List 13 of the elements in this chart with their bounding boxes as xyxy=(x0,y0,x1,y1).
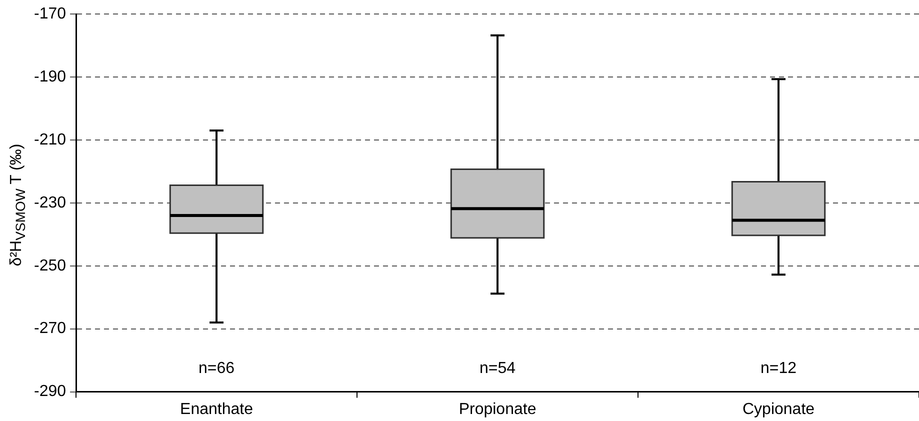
y-tick-label: -270 xyxy=(34,320,66,338)
x-tick-label: Enanthate xyxy=(180,400,254,418)
y-tick-label: -190 xyxy=(34,68,66,86)
annotation: n=12 xyxy=(760,360,797,377)
y-tick-label: -210 xyxy=(34,131,66,148)
y-tick-label: -250 xyxy=(34,257,66,274)
x-tick-label: Cypionate xyxy=(742,400,815,418)
y-tick-label: -290 xyxy=(34,383,66,400)
x-tick-label: Propionate xyxy=(458,400,536,418)
y-tick-label: -170 xyxy=(34,5,66,22)
annotation: n=66 xyxy=(198,360,235,377)
y-tick-label: -230 xyxy=(34,194,66,212)
annotation: n=54 xyxy=(479,360,516,377)
